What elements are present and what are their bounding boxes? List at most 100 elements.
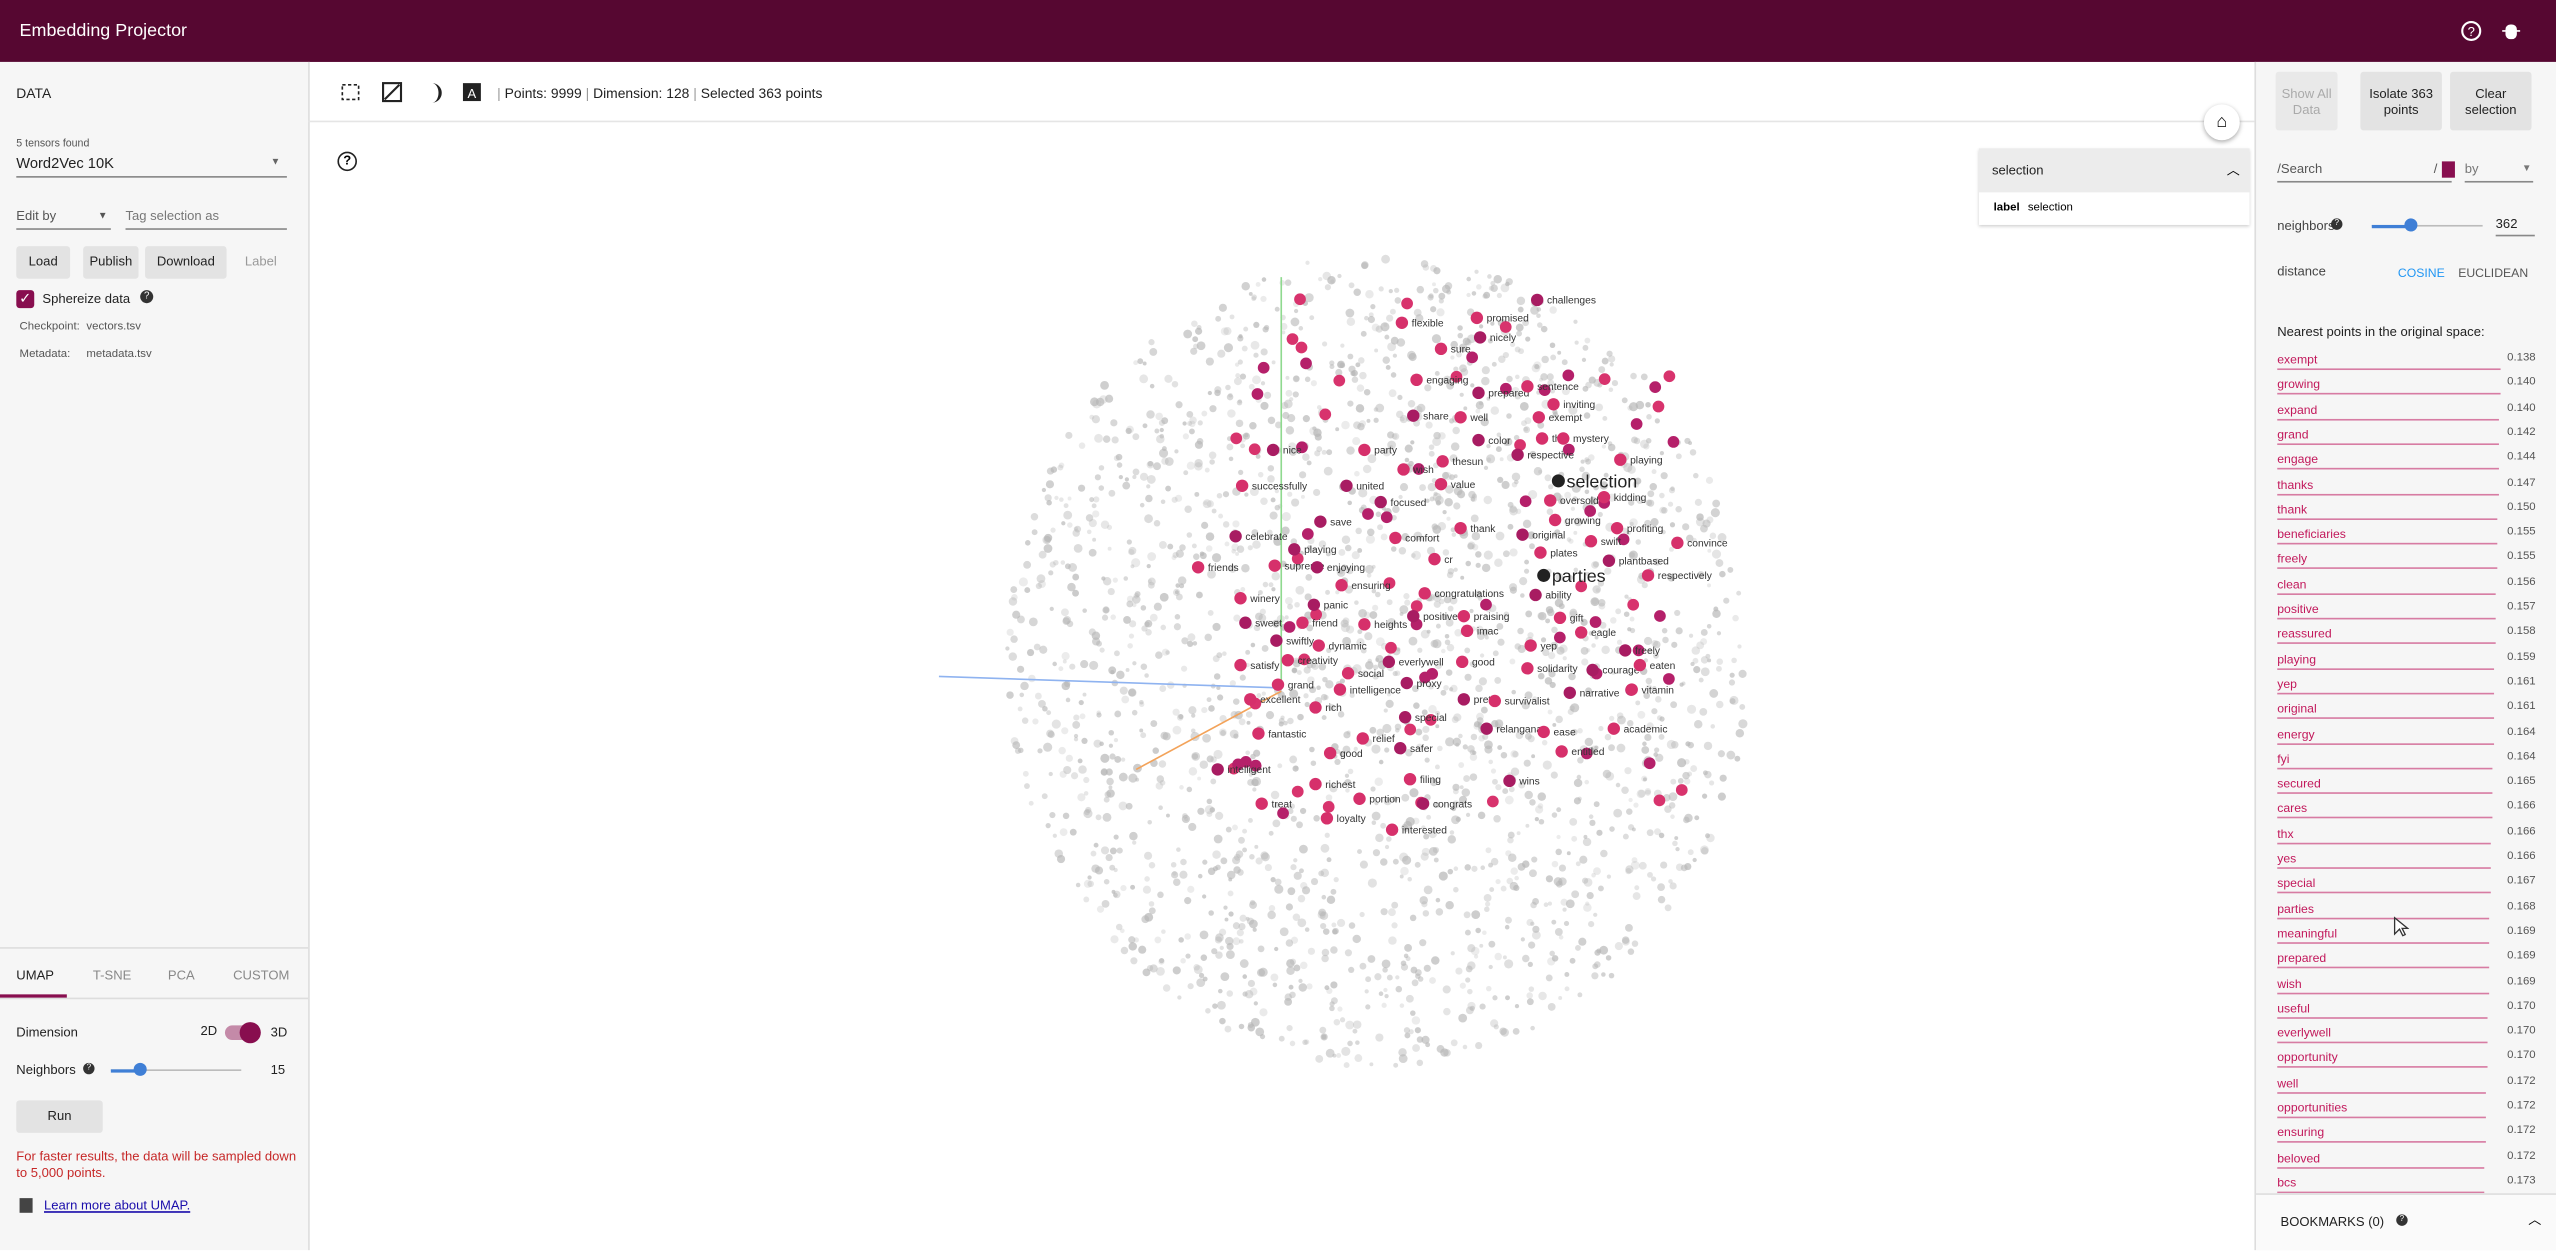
selected-point[interactable] [1395,316,1409,329]
selected-point[interactable] [1521,380,1534,393]
search-input[interactable]: /Search [2277,161,2452,183]
selected-point[interactable] [1235,479,1249,492]
selected-point[interactable] [1398,711,1412,724]
selected-point[interactable] [1610,521,1624,535]
selected-point[interactable] [1436,455,1449,468]
selected-point[interactable] [1307,598,1321,611]
selected-point[interactable] [1614,453,1627,466]
selected-point[interactable] [1407,609,1420,623]
selected-point[interactable] [1511,448,1524,461]
selected-point[interactable] [1191,561,1205,574]
selected-point[interactable] [1309,701,1322,714]
selected-point[interactable] [1229,530,1242,543]
selected-point[interactable] [1584,534,1598,548]
selected-point[interactable] [1252,727,1265,740]
selected-point[interactable] [1586,663,1599,677]
nearest-label[interactable]: opportunity [2277,1050,2338,1066]
selected-point[interactable] [1488,694,1501,708]
inspector-button[interactable]: Isolate 363 points [2360,71,2442,131]
highlight-point[interactable] [1551,474,1565,488]
nearest-label[interactable]: everlywell [2277,1025,2331,1041]
selected-point[interactable] [1470,311,1484,325]
highlight-point[interactable] [1537,568,1551,582]
nearest-label[interactable]: well [2277,1075,2299,1091]
selected-point[interactable] [1418,587,1431,600]
selected-point[interactable] [1314,515,1327,528]
selected-point[interactable] [1358,618,1371,631]
checkbox[interactable]: ✓ [16,290,35,309]
nearest-label[interactable]: special [2277,875,2316,891]
selected-point[interactable] [1389,531,1402,545]
selected-point[interactable] [1544,494,1557,507]
selected-point[interactable] [1385,823,1399,836]
nearest-label[interactable]: yes [2277,850,2297,866]
selected-point[interactable] [1374,495,1387,509]
selected-point[interactable] [1555,745,1568,758]
selected-point[interactable] [1211,763,1224,776]
tag-input[interactable]: Tag selection as [125,209,287,230]
selected-point[interactable] [1234,592,1247,605]
help-icon[interactable]: ? [337,151,357,172]
nearest-label[interactable]: cares [2277,801,2308,816]
slider-track[interactable] [110,1062,242,1076]
nearest-label[interactable]: parties [2277,900,2314,916]
selected-point[interactable] [1309,777,1322,791]
selected-point[interactable] [1530,293,1544,307]
learn-more-link[interactable]: Learn more about UMAP. [44,1198,191,1213]
selected-point[interactable] [1563,686,1576,699]
help-icon[interactable]: ? [2331,218,2343,230]
selected-point[interactable] [1323,746,1337,760]
projection-tab[interactable]: T-SNE [92,968,132,983]
nearest-label[interactable]: thanks [2277,476,2314,492]
collapse-icon[interactable]: ︿ [2226,163,2240,178]
metric-cosine[interactable]: COSINE [2397,265,2445,281]
selected-point[interactable] [1382,655,1396,669]
selected-point[interactable] [1454,521,1467,535]
projection-tab[interactable]: CUSTOM [233,968,290,983]
selected-point[interactable] [1410,373,1423,387]
selected-point[interactable] [1602,554,1616,567]
projection-tab[interactable]: PCA [167,968,195,983]
selected-point[interactable] [1244,693,1257,706]
selected-point[interactable] [1394,742,1407,755]
selected-point[interactable] [1537,725,1550,739]
selected-point[interactable] [1619,644,1632,657]
regex-toggle[interactable] [2441,161,2455,178]
bookmarks-bar[interactable]: BOOKMARKS (0) ? ︿ [2256,1193,2556,1251]
selected-point[interactable] [1456,655,1469,669]
nearest-label[interactable]: meaningful [2277,925,2338,941]
selected-point[interactable] [1341,667,1355,680]
nearest-label[interactable]: freely [2277,551,2308,567]
selected-point[interactable] [1625,683,1638,696]
nearest-label[interactable]: ensuring [2277,1125,2325,1140]
nearest-label[interactable]: playing [2277,651,2317,667]
selected-point[interactable] [1529,588,1542,602]
selected-point[interactable] [1358,443,1371,457]
nearest-label[interactable]: thank [2277,501,2308,517]
selected-point[interactable] [1356,732,1369,745]
selected-point[interactable] [1403,772,1417,786]
toolbar-icons[interactable]: A [337,80,487,106]
data-button[interactable]: Download [145,246,227,279]
selected-point[interactable] [1333,683,1347,696]
selected-point[interactable] [1532,411,1546,424]
nearest-label[interactable]: prepared [2277,950,2327,966]
selected-point[interactable] [1607,722,1620,735]
help-icon[interactable]: ? [140,290,154,304]
selected-point[interactable] [1434,477,1448,491]
selected-point[interactable] [1312,639,1325,652]
selected-point[interactable] [1641,569,1655,582]
nearest-label[interactable]: growing [2277,377,2321,392]
metric-euclidean[interactable]: EUCLIDEAN [2458,265,2529,281]
toggle[interactable] [224,1022,261,1044]
selected-point[interactable] [1521,662,1534,675]
nearest-label[interactable]: grand [2277,426,2309,442]
help-icon[interactable]: ? [83,1062,95,1075]
scatter-plot[interactable]: challengespromisedflexiblenicelysureenga… [310,122,2255,1250]
selected-point[interactable] [1575,626,1588,639]
selected-point[interactable] [1353,792,1366,805]
edit-by-select[interactable]: Edit by ▼ [16,209,111,230]
selected-point[interactable] [1633,658,1647,672]
header-icons[interactable]: ? [2460,20,2525,43]
selected-point[interactable] [1472,433,1485,447]
